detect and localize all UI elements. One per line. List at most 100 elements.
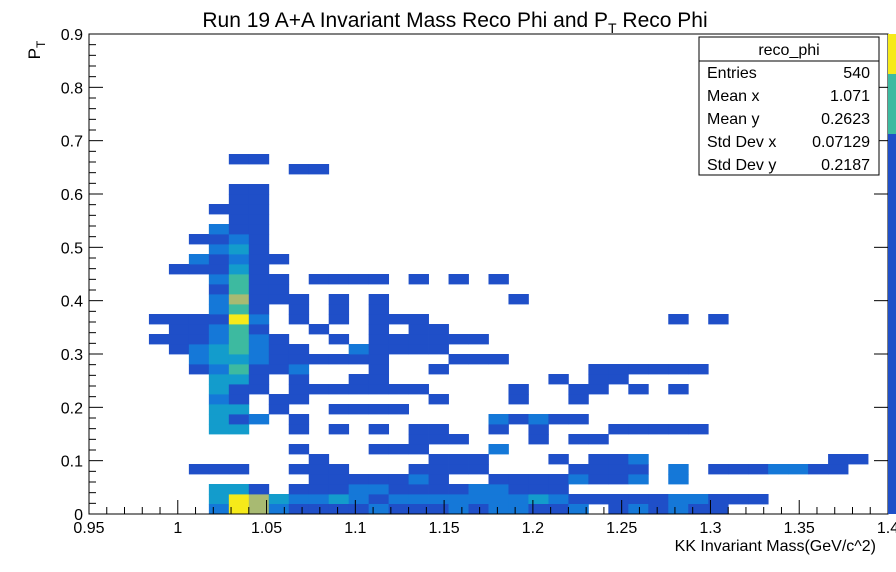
heatmap-cell: [408, 464, 429, 475]
heatmap-cell: [208, 344, 230, 355]
heatmap-cell: [388, 384, 409, 395]
heatmap-cell: [288, 494, 310, 505]
heatmap-cell: [268, 254, 290, 265]
heatmap-cell: [788, 464, 809, 475]
heatmap-cell: [288, 354, 310, 365]
heatmap-cell: [388, 474, 409, 485]
heatmap-cell: [628, 364, 649, 375]
axes: 0.95 1 1.05 1.1 1.15 1.2 1.25 1.3 1.35 1.4 0 0.1 0.2…: [61, 27, 896, 537]
heatmap-cell: [208, 294, 230, 305]
heatmap-cell: [808, 464, 829, 475]
heatmap-cell: [848, 454, 869, 465]
heatmap-cell: [548, 474, 569, 485]
heatmap-cell: [288, 464, 310, 475]
heatmap-cell: [248, 204, 270, 215]
heatmap-cell: [468, 454, 489, 465]
heatmap-cell: [248, 414, 270, 425]
heatmap-cell: [548, 494, 569, 505]
heatmap-cell: [488, 274, 509, 285]
heatmap-cell: [748, 464, 769, 475]
heatmap-cell: [308, 354, 330, 365]
heatmap-cell: [368, 374, 390, 385]
heatmap-cell: [748, 494, 769, 505]
heatmap-cell: [568, 464, 589, 475]
heatmap-cell: [168, 264, 190, 275]
heatmap-cell: [288, 414, 310, 425]
chart-title-suffix: Reco Phi: [617, 9, 708, 32]
heatmap-cell: [208, 254, 230, 265]
heatmap-cell: [328, 384, 350, 395]
heatmap-cell: [428, 484, 449, 495]
heatmap-cell: [648, 494, 669, 505]
x-tick-label: 1.35: [784, 520, 815, 537]
heatmap-cell: [368, 324, 390, 335]
heatmap-cell: [428, 424, 449, 435]
heatmap-cell: [368, 364, 390, 375]
heatmap-cell: [228, 374, 250, 385]
heatmap-cell: [348, 484, 370, 495]
heatmap-cell: [168, 314, 190, 325]
heatmap-cell: [548, 414, 569, 425]
heatmap-cell: [248, 504, 270, 515]
heatmap-cell: [668, 504, 689, 515]
heatmap-cell: [488, 424, 509, 435]
heatmap-cell: [208, 334, 230, 345]
heatmap-cell: [428, 464, 449, 475]
chart-title: Run 19 A+A Invariant Mass Reco Phi and P…: [202, 9, 707, 36]
heatmap-cell: [608, 474, 629, 485]
heatmap-cell: [228, 384, 250, 395]
heatmap-cell: [568, 384, 589, 395]
heatmap-cell: [228, 344, 250, 355]
x-tick-label: 1.2: [522, 520, 544, 537]
stats-box: reco_phi Entries 540 Mean x 1.071 Mean y 0.26…: [698, 36, 880, 176]
stats-box-frame: [698, 36, 880, 176]
heatmap-cell: [588, 494, 609, 505]
heatmap-cell: [208, 394, 230, 405]
heatmap-cell: [388, 314, 409, 325]
chart-title-main: Run 19 A+A Invariant Mass Reco Phi and P: [202, 9, 608, 32]
heatmap-cell: [508, 494, 529, 505]
heatmap-cell: [188, 334, 210, 345]
y-tick-label: 0.6: [61, 187, 83, 204]
heatmap-cell: [228, 154, 250, 165]
heatmap-cell: [408, 444, 429, 455]
heatmap-cell: [608, 374, 629, 385]
heatmap-cell: [708, 464, 729, 475]
heatmap-cell: [388, 334, 409, 345]
heatmap-cell: [228, 254, 250, 265]
heatmap-cell: [228, 294, 250, 305]
heatmap-cell: [368, 274, 390, 285]
heatmap-cell: [308, 464, 330, 475]
heatmap-cell: [668, 494, 689, 505]
heatmap-cell: [308, 454, 330, 465]
heatmap-cell: [228, 284, 250, 295]
heatmap-cell: [508, 294, 529, 305]
heatmap-cell: [328, 484, 350, 495]
heatmap-cell: [668, 384, 689, 395]
heatmap-cell: [248, 284, 270, 295]
heatmap-cell: [528, 494, 549, 505]
heatmap-cell: [528, 434, 549, 445]
heatmap-cell: [268, 344, 290, 355]
chart-title-sub: T: [608, 20, 617, 36]
heatmap-cell: [328, 504, 350, 515]
y-tick-label: 0.2: [61, 400, 83, 417]
heatmap-cell: [288, 344, 310, 355]
heatmap-cell: [308, 484, 330, 495]
heatmap-cell: [488, 484, 509, 495]
heatmap-cell: [268, 334, 290, 345]
x-tick-label: 1.15: [429, 520, 460, 537]
heatmap-cell: [388, 504, 409, 515]
heatmap-cell: [208, 204, 230, 215]
heatmap-cell: [688, 494, 709, 505]
color-palette: [888, 34, 896, 514]
heatmap-cell: [208, 504, 230, 515]
x-tick-label: 1.25: [606, 520, 637, 537]
heatmap-cell: [588, 384, 609, 395]
heatmap-cell: [448, 274, 469, 285]
heatmap-cell: [428, 334, 449, 345]
x-tick-label: 1.1: [344, 520, 366, 537]
heatmap-cell: [228, 334, 250, 345]
heatmap-cell: [368, 294, 390, 305]
palette-mid-green: [888, 74, 896, 134]
